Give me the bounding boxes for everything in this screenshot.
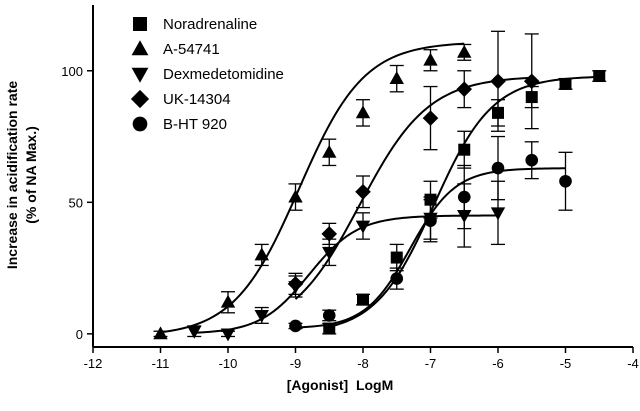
x-tick-label: -5 (560, 356, 572, 371)
x-tick-label: -10 (219, 356, 238, 371)
x-tick-label: -6 (492, 356, 504, 371)
legend-marker-diamond (130, 89, 150, 109)
legend-marker-square (133, 17, 147, 31)
data-points (153, 44, 606, 342)
y-axis-title-line-1: Increase in acidification rate (4, 81, 20, 270)
data-point-square (323, 322, 336, 335)
legend-label: B-HT 920 (163, 116, 227, 133)
y-tick-label: 100 (61, 64, 83, 79)
data-point-diamond (321, 226, 338, 242)
data-point-triangle-up (288, 189, 303, 203)
data-point-square (357, 293, 369, 306)
y-tick-label: 0 (76, 327, 83, 342)
legend-marker-triangle-up (131, 40, 149, 56)
data-point-square (424, 193, 437, 206)
data-point-triangle-up (423, 52, 438, 66)
x-tick-label: -7 (425, 356, 437, 371)
legend: Noradrenaline A-54741 Dexmedetomidine UK-14… (130, 16, 284, 133)
data-point-circle (491, 161, 505, 175)
fit-curve-2 (160, 42, 465, 334)
x-tick-label: -12 (84, 356, 103, 371)
data-point-circle (390, 272, 404, 285)
data-point-circle (289, 319, 302, 333)
data-point-circle (559, 174, 572, 188)
data-point-triangle-up (322, 144, 337, 158)
data-point-triangle-down (355, 220, 371, 234)
data-point-diamond (523, 73, 540, 90)
x-tick-label: -9 (290, 356, 302, 371)
x-tick-label: -11 (152, 356, 170, 371)
data-point-circle (424, 214, 437, 228)
data-point-triangle-down (187, 325, 202, 339)
data-point-triangle-down (490, 207, 506, 221)
axes: -12 -11 -10 -9 -8 -7 -6 -5 -4 0 50 100 (61, 5, 639, 371)
legend-label: UK-14304 (163, 91, 231, 108)
data-point-diamond (422, 110, 439, 126)
data-point-circle (322, 309, 336, 322)
data-point-triangle-up (355, 105, 371, 119)
legend-label: Dexmedetomidine (163, 66, 284, 83)
data-point-square (525, 91, 538, 104)
x-tick-label: -8 (357, 356, 369, 371)
data-point-triangle-down (457, 210, 472, 223)
x-tick-label: -4 (627, 356, 639, 371)
data-point-square (492, 106, 504, 119)
data-point-diamond (355, 183, 371, 200)
legend-label: A-54741 (163, 41, 220, 58)
y-axis-title-line-2: (% of NA Max.) (23, 126, 39, 223)
y-tick-label: 50 (69, 195, 83, 210)
data-point-circle (457, 190, 471, 204)
data-point-diamond (287, 276, 304, 292)
data-point-triangle-up (254, 247, 269, 261)
data-point-diamond (490, 73, 506, 90)
data-point-triangle-down (220, 328, 236, 342)
data-point-triangle-up (153, 326, 168, 340)
data-point-circle (525, 153, 539, 167)
data-point-triangle-up (389, 71, 404, 85)
data-point-triangle-up (220, 294, 236, 308)
data-point-square (559, 77, 572, 90)
legend-marker-triangle-down (131, 67, 149, 83)
data-point-triangle-down (322, 246, 337, 260)
data-point-square (390, 251, 403, 264)
data-point-square (593, 70, 606, 83)
x-axis-title: [Agonist] LogM (287, 377, 394, 393)
data-point-square (458, 143, 471, 156)
data-point-triangle-up (457, 44, 472, 58)
legend-label: Noradrenaline (163, 16, 257, 33)
data-point-diamond (456, 81, 473, 97)
legend-marker-circle (132, 116, 148, 132)
data-point-triangle-down (254, 310, 269, 323)
fit-curve-3 (194, 214, 499, 334)
